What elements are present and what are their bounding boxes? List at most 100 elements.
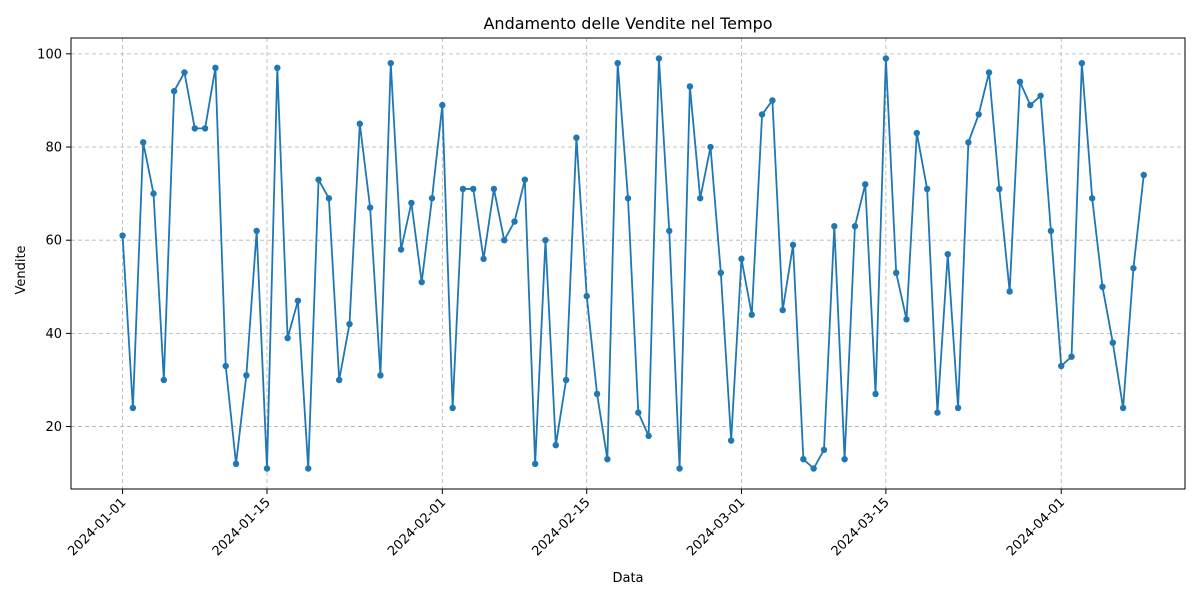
y-tick-label: 80 — [45, 141, 62, 156]
data-point — [212, 64, 219, 72]
data-point — [645, 432, 652, 440]
data-point — [1016, 78, 1024, 86]
data-point — [944, 250, 951, 258]
data-point — [552, 442, 559, 449]
x-axis-label: Data — [612, 571, 643, 586]
data-point — [542, 237, 549, 244]
x-tick-label: 2024-04-01 — [1004, 495, 1068, 559]
data-point — [1119, 404, 1127, 412]
data-point — [119, 232, 126, 239]
data-point — [480, 255, 487, 263]
data-point — [315, 176, 322, 183]
data-point — [758, 111, 766, 118]
data-point — [366, 204, 374, 211]
chart-title: Andamento delle Vendite nel Tempo — [483, 14, 772, 33]
data-point — [408, 199, 415, 207]
data-point — [243, 372, 250, 379]
y-tick-label: 40 — [45, 327, 62, 342]
y-axis-label: Vendite — [14, 245, 29, 294]
data-point — [459, 185, 467, 193]
data-point — [748, 311, 755, 318]
data-point — [1078, 59, 1086, 67]
data-point — [140, 139, 147, 146]
data-point — [913, 129, 921, 137]
data-point — [841, 455, 848, 463]
data-point — [501, 237, 508, 244]
x-tick-label: 2024-02-01 — [385, 495, 449, 559]
data-point — [191, 125, 198, 132]
data-point — [129, 404, 137, 412]
data-point — [181, 69, 188, 76]
data-point — [1109, 339, 1117, 346]
data-point — [624, 195, 632, 202]
x-tick-label: 2024-01-15 — [210, 495, 274, 559]
data-point — [975, 111, 982, 118]
data-point — [335, 376, 343, 384]
data-point — [1099, 283, 1106, 290]
data-point — [573, 134, 580, 141]
data-point — [150, 190, 157, 197]
data-point — [676, 465, 683, 472]
series-line — [121, 57, 1145, 470]
data-point — [284, 334, 291, 342]
data-point — [294, 297, 302, 304]
data-point — [872, 390, 879, 398]
data-point — [707, 143, 714, 151]
y-tick-label: 60 — [45, 234, 62, 249]
data-point — [387, 59, 394, 67]
data-point — [727, 437, 735, 444]
data-point — [779, 306, 786, 314]
data-point — [892, 269, 900, 277]
data-point — [562, 376, 570, 384]
data-point — [954, 404, 962, 412]
data-point — [305, 465, 312, 472]
data-point — [325, 195, 333, 202]
x-tick-label: 2024-03-01 — [684, 495, 748, 559]
data-point — [789, 241, 797, 249]
data-point — [1058, 362, 1065, 370]
data-point — [377, 372, 384, 379]
data-point — [274, 64, 281, 72]
x-tick-label: 2024-01-01 — [65, 495, 129, 559]
data-point — [356, 120, 364, 127]
data-point — [1006, 288, 1013, 295]
data-point — [604, 455, 611, 463]
data-point — [418, 278, 425, 286]
data-point — [851, 223, 859, 230]
data-point — [1027, 101, 1034, 109]
data-point — [614, 59, 621, 67]
data-point — [201, 125, 209, 132]
grid-layer — [71, 38, 1185, 489]
data-point — [1130, 264, 1137, 272]
data-point — [800, 455, 807, 463]
data-point — [593, 390, 601, 398]
data-point — [490, 185, 498, 193]
data-point — [253, 227, 260, 235]
x-tick-label: 2024-02-15 — [530, 495, 594, 559]
data-point — [923, 185, 931, 193]
data-point — [263, 465, 271, 472]
data-point — [222, 362, 229, 370]
data-point — [810, 465, 817, 472]
data-point — [439, 101, 446, 109]
data-point — [160, 376, 168, 384]
data-point — [428, 195, 436, 202]
data-point — [934, 409, 941, 416]
data-point — [470, 185, 477, 193]
data-point — [769, 97, 776, 104]
data-point — [686, 83, 694, 90]
series-layer — [119, 55, 1147, 472]
y-tick-label: 100 — [37, 47, 62, 62]
x-tick-label: 2024-03-15 — [829, 495, 893, 559]
data-point — [996, 185, 1003, 193]
data-point — [655, 55, 663, 62]
data-point — [1037, 92, 1044, 99]
data-point — [985, 69, 993, 76]
data-point — [820, 446, 828, 454]
data-point — [511, 218, 518, 225]
data-point — [862, 181, 869, 188]
data-point — [1068, 353, 1075, 360]
data-point — [717, 269, 725, 277]
data-point — [346, 320, 353, 328]
